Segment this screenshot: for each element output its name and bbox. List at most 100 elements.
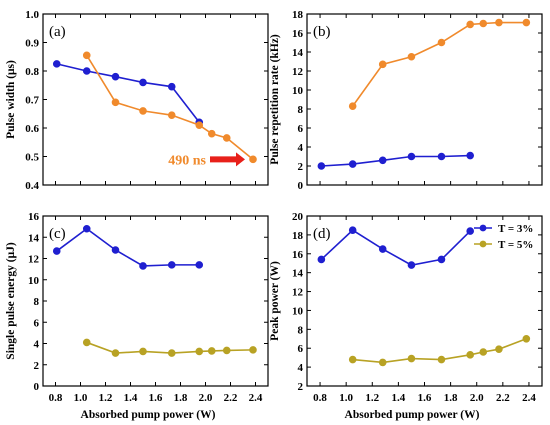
panel-label: (b) — [313, 24, 331, 40]
y-tick-label: 0.8 — [25, 66, 39, 78]
y-axis-label: Pulse width (μs) — [5, 60, 17, 139]
series-2-point — [82, 338, 91, 347]
series-2-point — [249, 346, 257, 354]
panel-a-pulse-width: 0.4 0.5 0.6 0.7 0.8 0.9 1.0 Pulse width (μs) (a)… — [5, 9, 269, 192]
x-tick-label: 1.2 — [99, 392, 113, 404]
series-1-point — [52, 247, 61, 255]
series-2-point — [111, 98, 120, 107]
plot-frame — [42, 215, 269, 387]
series-2-point — [479, 19, 488, 28]
y-tick-label: 18 — [292, 230, 304, 242]
y-tick-label: 1.0 — [25, 9, 39, 21]
panel-label: (c) — [49, 226, 66, 242]
y-axis-label: Pulse repetition rate (kHz) — [269, 34, 281, 165]
y-tick-label: 12 — [292, 66, 304, 78]
series-1-line — [321, 154, 471, 167]
series-2-point — [522, 334, 531, 343]
panel-c-pulse-energy: 0.8 1.0 1.2 1.4 1.6 1.8 2.0 2.2 2.4 0 2 4 6 8 10 12 14 16… — [5, 211, 269, 404]
series-1-line — [320, 229, 471, 266]
y-tick-label: 8 — [298, 324, 304, 336]
x-tick-label: 2.4 — [249, 392, 263, 404]
legend-marker — [479, 240, 487, 248]
y-tick-label: 18 — [292, 9, 304, 21]
y-tick-label: 14 — [292, 268, 304, 280]
x-tick-label: 2.2 — [224, 392, 238, 404]
series-2-point — [111, 349, 120, 357]
x-tick-label: 1.4 — [124, 392, 138, 404]
series-2-point — [495, 18, 503, 27]
y-tick-label: 14 — [292, 47, 304, 59]
series-1-point — [466, 151, 474, 160]
series-2-point — [522, 18, 531, 27]
red-arrow-icon — [210, 152, 245, 167]
series-1-point — [139, 262, 147, 270]
panel-label: (d) — [313, 226, 331, 242]
y-axis-label: Peak power (W) — [269, 261, 281, 341]
y-tick-label: 12 — [292, 287, 304, 299]
series-2-point — [195, 347, 204, 356]
plot-frame — [306, 13, 543, 186]
series-1-point — [407, 261, 416, 269]
y-tick-label: 10 — [28, 275, 40, 287]
series-2-point — [207, 129, 216, 138]
series-2-point — [167, 111, 176, 119]
x-tick-label: 1.8 — [174, 392, 188, 404]
legend-marker — [479, 224, 487, 232]
series-2-point — [167, 349, 176, 357]
x-tick-label: 0.8 — [313, 392, 327, 404]
series-2-point — [437, 355, 446, 364]
y-tick-label: 16 — [292, 249, 304, 261]
series-2-point — [407, 354, 416, 363]
series-1-point — [407, 152, 416, 161]
y-tick-label: 4 — [34, 339, 40, 351]
series-2-point — [466, 351, 474, 359]
x-tick-label: 1.8 — [444, 392, 458, 404]
series-2-point — [207, 347, 216, 355]
x-tick-label: 1.0 — [339, 392, 353, 404]
series-2-point — [82, 51, 91, 60]
y-tick-label: 0 — [34, 381, 40, 393]
series-2-point — [139, 107, 147, 115]
series-2-point — [495, 345, 503, 353]
series-1-line — [56, 227, 200, 267]
y-tick-label: 0.7 — [25, 95, 39, 107]
series-1-point — [317, 162, 326, 170]
series-2-point — [466, 20, 474, 29]
series-2-point — [437, 38, 446, 47]
series-2-point — [378, 358, 387, 367]
panel-d-peak-power: 0.8 1.0 1.2 1.4 1.6 1.8 2.0 2.2 2.4 2 4 6 8 10 12 14 16 1… — [269, 211, 543, 404]
x-tick-label: 2.4 — [522, 392, 536, 404]
x-axis-title-right: Absorbed pump power (W) — [345, 409, 480, 421]
series-2-point — [195, 121, 204, 129]
series-1-point — [167, 82, 176, 91]
series-1-point — [139, 78, 147, 87]
y-axis-label: Single pulse energy (μJ) — [5, 242, 17, 360]
series-1-point — [378, 245, 387, 253]
series-2-point — [222, 134, 231, 142]
y-tick-label: 0 — [298, 180, 304, 192]
annotation-490ns: 490 ns — [168, 153, 206, 168]
series-1-point — [82, 224, 91, 233]
y-tick-label: 16 — [28, 211, 40, 223]
y-tick-label: 2 — [298, 381, 304, 393]
y-tick-label: 6 — [34, 317, 40, 329]
series-2-point — [407, 52, 416, 61]
series-1-point — [195, 261, 204, 269]
series-1-point — [111, 246, 120, 254]
series-2-point — [222, 346, 231, 355]
series-1-point — [111, 72, 120, 81]
series-1-point — [348, 160, 357, 168]
legend-label: T = 5% — [498, 239, 533, 251]
y-tick-label: 0.6 — [25, 123, 39, 135]
y-tick-label: 12 — [28, 254, 40, 266]
series-1-point — [378, 156, 387, 165]
series-2-line — [86, 54, 254, 160]
series-1-point — [82, 67, 91, 75]
series-2-point — [249, 155, 257, 164]
x-tick-label: 0.8 — [49, 392, 63, 404]
y-tick-label: 6 — [298, 123, 304, 135]
series-1-point — [348, 226, 357, 234]
x-tick-label: 1.6 — [418, 392, 432, 404]
series-1-line — [56, 63, 200, 123]
